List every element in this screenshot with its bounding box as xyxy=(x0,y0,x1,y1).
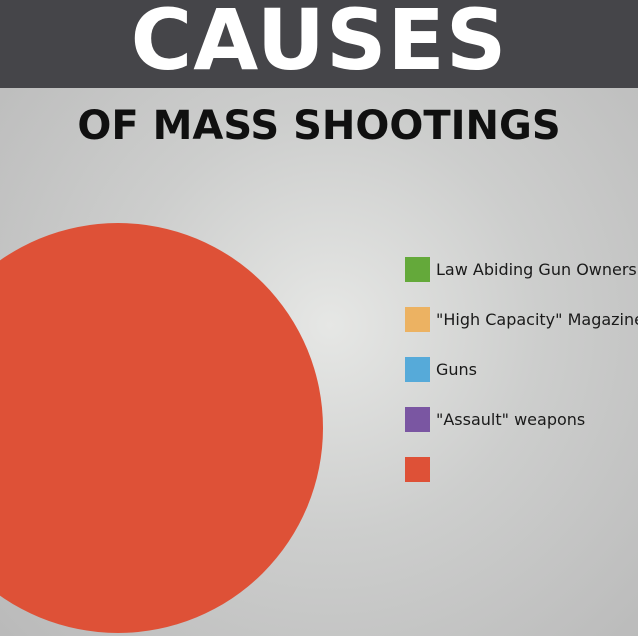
legend-item-4 xyxy=(405,457,638,483)
legend-item-0: Law Abiding Gun Owners xyxy=(405,257,638,283)
chart-subtitle: OF MASS SHOOTINGS xyxy=(77,103,561,149)
legend-swatch-4 xyxy=(405,457,430,482)
legend-label-0: Law Abiding Gun Owners xyxy=(436,260,637,279)
pie-slice-4 xyxy=(0,223,323,633)
legend-label-2: Guns xyxy=(436,360,478,379)
chart-legend: Law Abiding Gun Owners "High Capacity" Ma… xyxy=(405,257,638,487)
legend-swatch-3 xyxy=(405,407,430,432)
legend-swatch-2 xyxy=(405,357,430,382)
legend-label-1: "High Capacity" Magazines xyxy=(436,310,638,329)
legend-swatch-0 xyxy=(405,257,430,282)
header-bar: CAUSES xyxy=(0,0,638,88)
chart-title: CAUSES xyxy=(130,0,508,88)
legend-label-3: "Assault" weapons xyxy=(436,410,586,429)
legend-swatch-1 xyxy=(405,307,430,332)
legend-item-3: "Assault" weapons xyxy=(405,407,638,433)
legend-item-2: Guns xyxy=(405,357,638,383)
legend-item-1: "High Capacity" Magazines xyxy=(405,307,638,333)
